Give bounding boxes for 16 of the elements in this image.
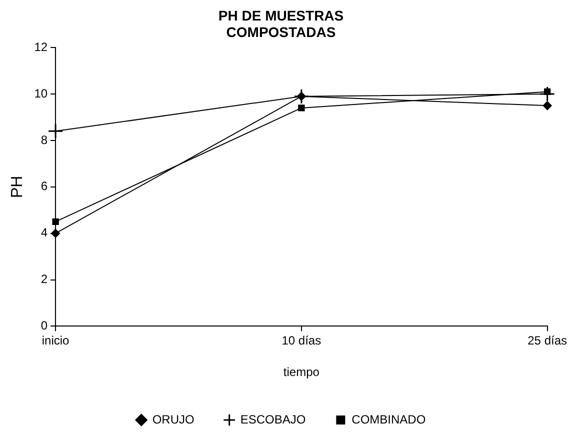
- x-tick-label: inicio: [42, 334, 70, 348]
- x-axis-title: tiempo: [283, 365, 320, 380]
- y-tick-label: 0: [40, 318, 48, 333]
- legend-label: ESCOBAJO: [240, 412, 306, 426]
- y-tick-label: 8: [40, 132, 48, 147]
- y-tick-label: 6: [40, 179, 48, 194]
- y-tick-label: 4: [40, 226, 48, 240]
- y-axis-title: PH: [9, 176, 26, 198]
- y-tick-label: 2: [40, 272, 48, 286]
- x-tick-label: 10 días: [282, 334, 322, 348]
- y-tick-label: 12: [34, 40, 48, 54]
- y-tick-label: 10: [34, 86, 48, 100]
- chart-title: PH DE MUESTRAS COMPOSTADAS: [218, 7, 344, 40]
- legend-label: COMBINADO: [352, 412, 426, 426]
- legend-label: ORUJO: [152, 412, 194, 426]
- x-tick-label: 25 días: [528, 334, 568, 348]
